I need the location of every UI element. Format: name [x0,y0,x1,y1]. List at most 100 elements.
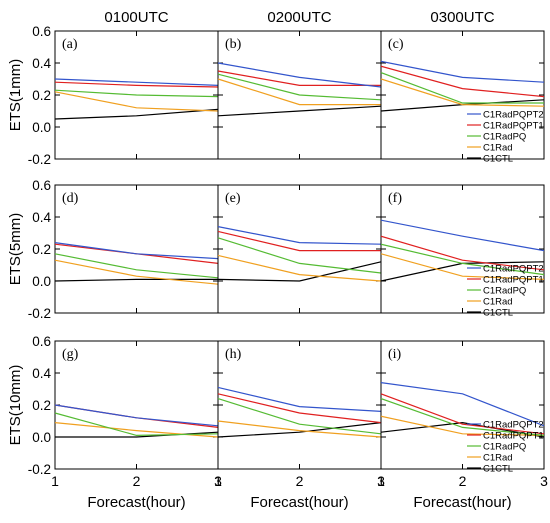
series-line-c1radpqpt2 [54,78,219,86]
series-line-c1radpqpt1 [380,393,545,435]
y-tick-label: 0.4 [32,56,51,71]
panel-label: (b) [225,37,242,52]
x-axis-label: Forecast(hour) [413,494,511,511]
panel-label: (h) [225,347,242,362]
series-line-c1radpqpt2 [217,226,382,245]
series-line-c1radpq [217,73,382,101]
y-tick-label: 0.0 [32,430,51,445]
series-line-c1rad [380,415,545,436]
series-line-c1radpq [54,89,219,98]
series-line-c1radpq [54,253,219,279]
series-line-c1radpqpt1 [380,235,545,271]
legend-label: C1CTL [483,154,513,165]
series-line-c1ctl [217,422,382,438]
series-line-c1radpqpt2 [217,62,382,88]
series-line-c1ctl [54,278,218,282]
y-axis-label: ETS(5mm) [7,213,24,286]
y-tick-label: 0.0 [32,120,51,135]
y-tick-label: -0.2 [28,462,51,477]
series-line-c1radpq [54,412,219,437]
panel-frame [54,184,219,314]
x-tick-label: 3 [214,473,222,489]
y-axis-label: ETS(10mm) [7,365,24,446]
y-tick-label: 0.2 [32,88,51,103]
legend-label: C1Rad [483,143,513,154]
series-line-c1radpq [217,237,382,274]
x-tick-label: 1 [51,473,59,489]
series-line-c1radpq [217,398,382,435]
series-line-c1radpqpt1 [217,393,382,424]
panel-label: (c) [388,37,404,52]
series-line-c1radpq [380,243,545,276]
series-line-c1radpqpt2 [380,382,545,427]
legend-label: C1RadPQ [483,286,526,297]
panel-frame [54,340,219,470]
column-title: 0300UTC [430,9,494,26]
y-tick-label: 0.6 [32,178,51,193]
x-axis-label: Forecast(hour) [250,494,348,511]
legend-label: C1CTL [483,464,513,475]
legend-label: C1RadPQPT2 [483,420,544,431]
x-tick-label: 2 [133,473,141,489]
series-line-c1rad [217,78,381,106]
panel-label: (a) [62,37,78,52]
legend-label: C1Rad [483,453,513,464]
series-line-c1rad [54,259,219,285]
series-line-c1ctl [54,108,219,120]
series-line-c1rad [217,254,382,282]
x-tick-label: 2 [459,473,467,489]
series-line-c1rad [54,91,219,112]
series-line-c1rad [380,253,545,280]
series-line-c1radpq [380,72,544,104]
legend-label: C1RadPQPT1 [483,275,544,286]
x-axis-label: Forecast(hour) [87,494,185,511]
panel-frame [217,340,382,470]
series-line-c1radpqpt2 [217,386,382,412]
column-title: 0200UTC [267,9,331,26]
y-tick-label: 0.2 [32,242,51,257]
legend-label: C1RadPQPT2 [483,264,544,275]
x-tick-label: 2 [296,473,304,489]
panel-label: (f) [388,191,402,206]
series-line-c1rad [380,78,545,107]
series-line-c1ctl [217,105,382,117]
panel-label: (e) [225,191,241,206]
series-line-c1radpqpt2 [380,219,545,252]
series-line-c1radpqpt1 [217,70,381,87]
y-tick-label: 0.6 [32,24,51,39]
legend-label: C1CTL [483,308,513,319]
series-line-c1radpqpt1 [54,81,219,88]
x-tick-label: 3 [377,473,385,489]
series-line-c1radpqpt2 [380,60,545,83]
y-tick-label: 0.2 [32,398,51,413]
legend-label: C1RadPQ [483,132,526,143]
panel-label: (i) [388,347,402,362]
legend-label: C1RadPQPT2 [483,110,544,121]
series-line-c1radpqpt2 [54,404,219,427]
series-line-c1radpq [380,398,545,436]
y-tick-label: 0.6 [32,334,51,349]
y-tick-label: 0.0 [32,274,51,289]
x-tick-label: 1 [377,473,385,489]
column-title: 0100UTC [104,9,168,26]
legend-label: C1RadPQPT1 [483,121,544,132]
x-tick-label: 1 [214,473,222,489]
x-tick-label: 3 [540,473,548,489]
legend-label: C1RadPQPT1 [483,431,544,442]
legend-label: C1RadPQ [483,442,526,453]
y-axis-label: ETS(1mm) [7,59,24,132]
series-line-c1radpqpt1 [380,65,545,98]
y-tick-label: -0.2 [28,306,51,321]
series-line-c1radpqpt1 [217,230,381,252]
series-line-c1rad [217,420,382,438]
panel-frame [217,184,382,314]
y-tick-label: 0.4 [32,210,51,225]
panel-label: (d) [62,191,79,206]
legend-label: C1Rad [483,297,513,308]
series-line-c1ctl [217,261,382,282]
series-line-c1radpqpt2 [54,242,219,260]
panel-label: (g) [62,347,79,362]
y-tick-label: 0.4 [32,366,51,381]
y-tick-label: -0.2 [28,152,51,167]
